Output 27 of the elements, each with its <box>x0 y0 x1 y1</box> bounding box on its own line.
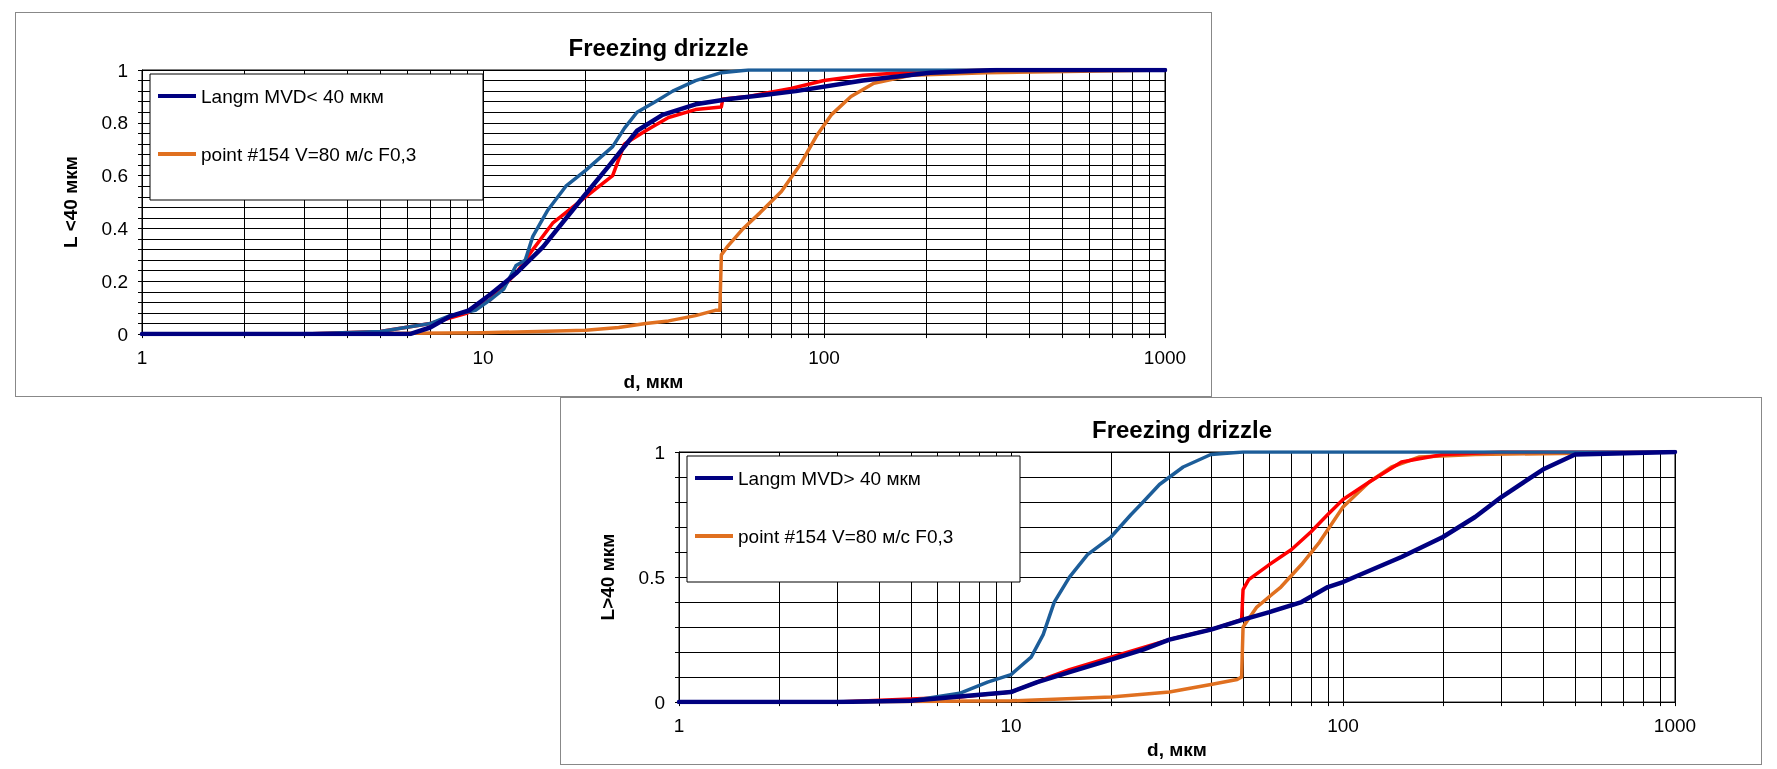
y-tick-label: 0.6 <box>101 165 128 187</box>
y-tick-label: 0.4 <box>101 217 129 239</box>
x-axis-title: d, мкм <box>1147 739 1207 760</box>
x-tick-label: 1 <box>136 347 148 369</box>
y-tick-label: 0.2 <box>101 270 128 292</box>
x-tick-label: 10 <box>1000 715 1022 737</box>
y-tick-label: 0 <box>117 323 128 345</box>
chart-title: Freezing drizzle <box>568 33 749 61</box>
chart-title: Freezing drizzle <box>1091 415 1273 443</box>
legend-label: Langm MVD< 40 мкм <box>201 85 384 107</box>
x-tick-label: 100 <box>808 347 840 369</box>
x-axis-title: d, мкм <box>623 371 684 392</box>
y-axis-title: L <40 мкм <box>60 156 81 248</box>
y-tick-label: 1 <box>117 59 128 81</box>
legend-label: point #154 V=80 м/с F0,3 <box>201 143 417 165</box>
y-tick-label: 0.8 <box>101 112 128 134</box>
y-tick-label: 0 <box>654 691 665 713</box>
x-tick-label: 100 <box>1327 715 1359 737</box>
x-tick-label: 1000 <box>1143 347 1187 369</box>
legend-label: Langm MVD> 40 мкм <box>738 467 921 489</box>
y-tick-label: 1 <box>654 441 665 463</box>
x-tick-label: 10 <box>472 347 494 369</box>
y-axis-title: L>40 мкм <box>597 533 618 621</box>
y-tick-label: 0.5 <box>638 566 665 588</box>
x-tick-label: 1000 <box>1653 715 1697 737</box>
legend-label: point #154 V=80 м/с F0,3 <box>738 525 954 547</box>
x-tick-label: 1 <box>673 715 685 737</box>
